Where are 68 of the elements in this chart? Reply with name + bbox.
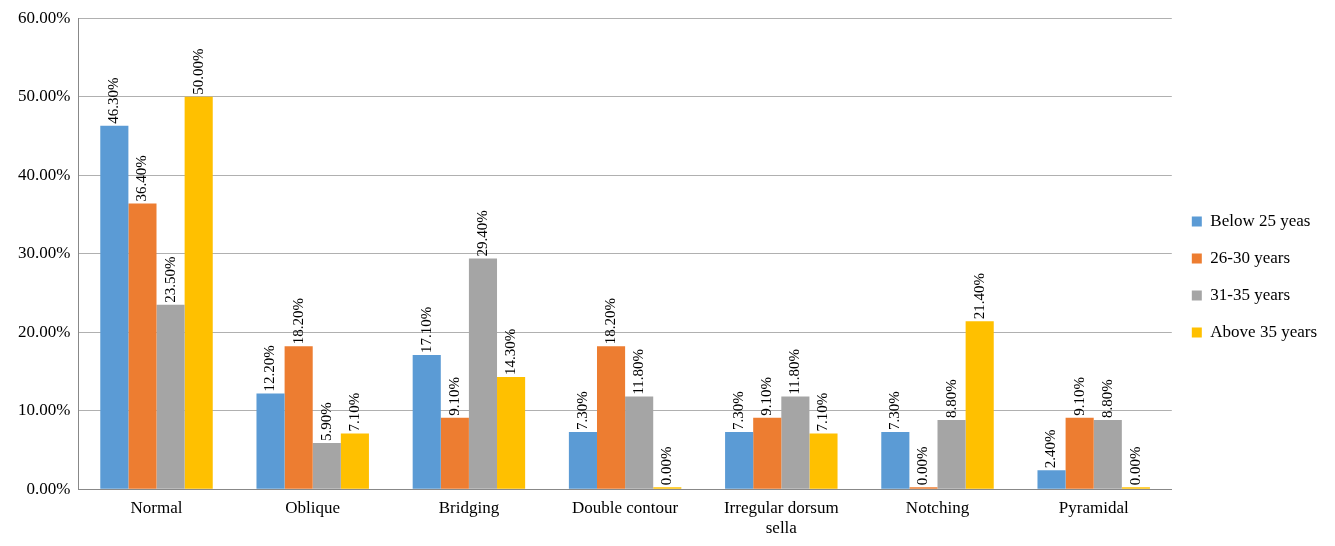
y-tick-label: 60.00% [17, 7, 71, 27]
data-label: 8.80% [1098, 379, 1115, 419]
data-label: 0.00% [1126, 446, 1143, 486]
bar [184, 96, 213, 489]
bar [881, 431, 910, 489]
data-label: 18.20% [289, 298, 306, 345]
data-label: 9.10% [445, 377, 462, 416]
data-label: 5.90% [317, 402, 334, 441]
y-tick-label: 0.00% [26, 478, 71, 498]
bar [128, 203, 157, 489]
data-label: 7.10% [814, 392, 831, 432]
legend-label: 31-35 years [1210, 284, 1291, 304]
data-label: 36.40% [133, 155, 150, 202]
x-tick-label: Notching [905, 497, 970, 517]
x-tick-label: Irregular dorsum sella [723, 497, 839, 538]
data-label: 7.30% [730, 391, 747, 430]
data-label: 29.40% [473, 210, 490, 257]
bar [256, 393, 285, 489]
legend-label: 26-30 years [1210, 247, 1291, 267]
bar [965, 321, 994, 489]
data-label: 9.10% [1070, 377, 1087, 416]
bar [440, 417, 469, 489]
bar [312, 442, 341, 489]
y-tick-label: 30.00% [17, 243, 71, 263]
data-label: 50.00% [189, 48, 206, 95]
data-label: 17.10% [417, 306, 434, 353]
data-label: 2.40% [1042, 429, 1059, 469]
bar [284, 346, 313, 489]
data-label: 23.50% [161, 256, 178, 303]
bar [753, 417, 782, 489]
y-tick-label: 40.00% [17, 164, 71, 184]
bar [568, 431, 597, 489]
data-label: 7.10% [345, 392, 362, 432]
x-tick-label: Pyramidal [1058, 497, 1129, 517]
bar [497, 376, 526, 489]
bar [156, 304, 185, 489]
bar [412, 354, 441, 489]
x-tick-label: Normal [130, 497, 183, 517]
legend-label: Above 35 years [1210, 321, 1318, 341]
data-label: 18.20% [601, 298, 618, 345]
bar [100, 125, 129, 489]
data-label: 0.00% [914, 446, 931, 486]
data-label: 9.10% [758, 377, 775, 416]
bar [1037, 470, 1066, 489]
bar [725, 431, 754, 489]
bar [937, 420, 966, 489]
data-label: 8.80% [942, 379, 959, 419]
bar [597, 346, 626, 489]
x-tick-label: Bridging [438, 497, 500, 517]
data-label: 12.20% [261, 345, 278, 392]
data-label: 11.80% [630, 348, 647, 395]
data-label: 0.00% [658, 446, 675, 486]
data-label: 7.30% [886, 391, 903, 430]
x-tick-label: Oblique [285, 497, 341, 517]
data-label: 7.30% [573, 391, 590, 430]
data-label: 46.30% [105, 77, 122, 124]
bar [1093, 420, 1122, 489]
y-tick-label: 20.00% [17, 321, 71, 341]
y-tick-label: 50.00% [17, 86, 71, 106]
data-label: 21.40% [970, 272, 987, 320]
data-label: 11.80% [786, 348, 803, 395]
data-label: 14.30% [502, 328, 519, 375]
y-tick-label: 10.00% [17, 400, 71, 420]
bar [340, 433, 369, 489]
bar [809, 433, 838, 489]
legend-label: Below 25 yeas [1210, 210, 1311, 230]
x-tick-label: Double contour [571, 497, 679, 517]
bar [1065, 417, 1094, 489]
